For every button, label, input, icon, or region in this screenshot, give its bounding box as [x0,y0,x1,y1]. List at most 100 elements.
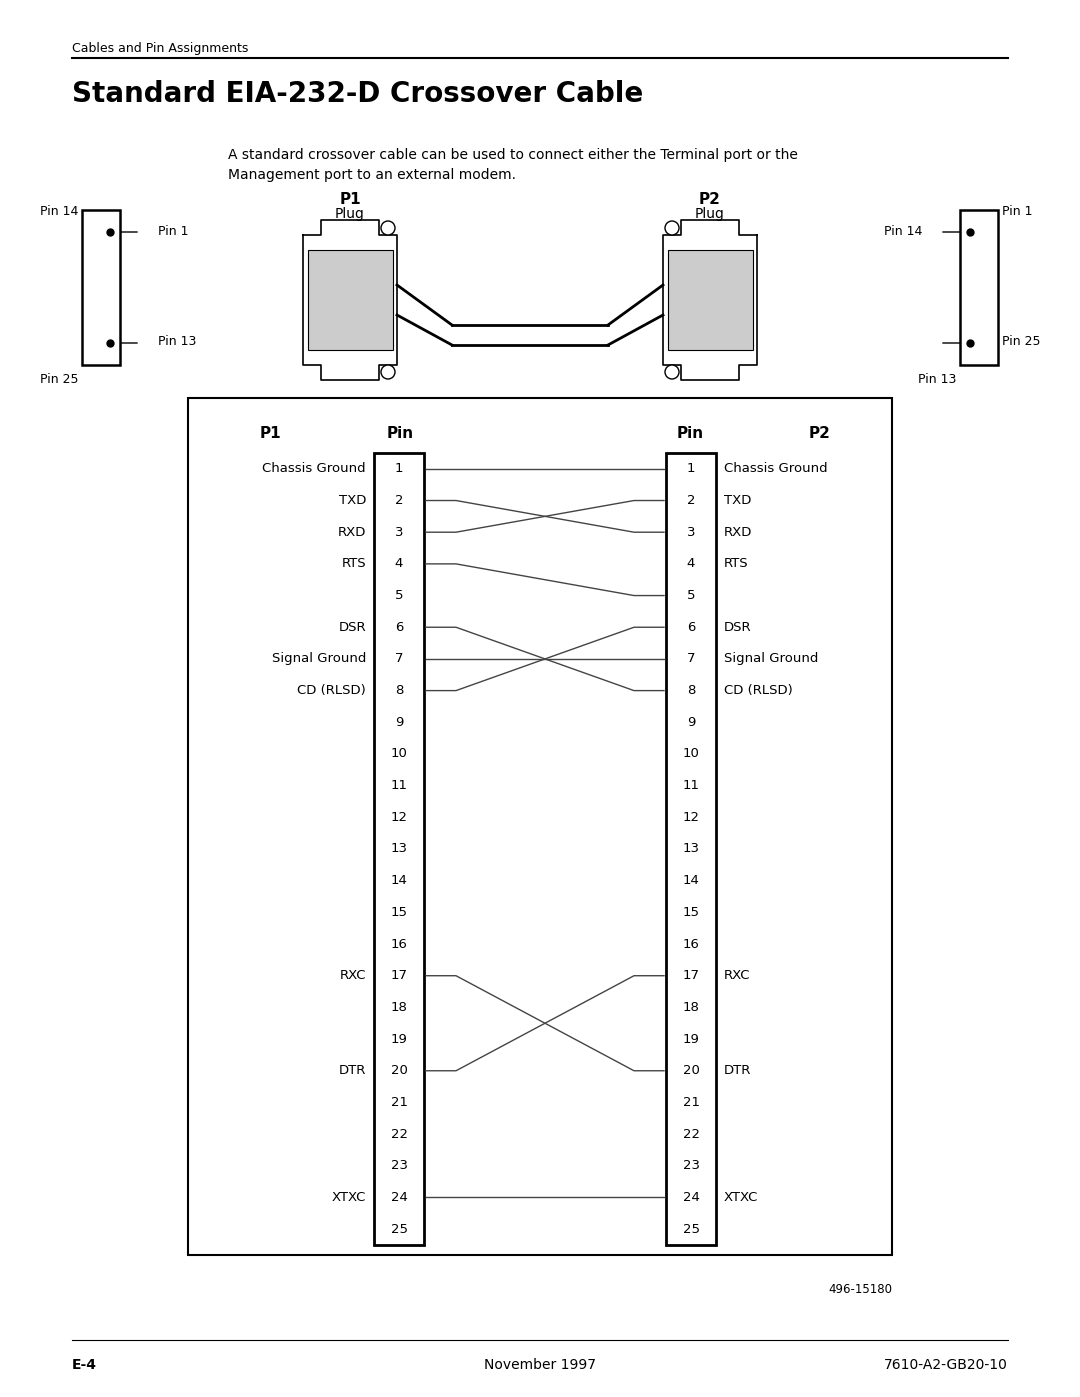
Circle shape [665,365,679,379]
Text: 8: 8 [395,685,403,697]
Text: TXD: TXD [724,495,752,507]
Text: 21: 21 [391,1095,407,1109]
Text: 11: 11 [683,780,700,792]
Text: 12: 12 [683,810,700,824]
Text: Pin 1: Pin 1 [1002,205,1032,218]
Text: 25: 25 [683,1222,700,1236]
Text: Pin 25: Pin 25 [1002,335,1040,348]
Text: 16: 16 [391,937,407,950]
Text: 19: 19 [391,1032,407,1045]
Text: P2: P2 [699,191,721,207]
Text: RXC: RXC [724,970,751,982]
Text: 21: 21 [683,1095,700,1109]
Bar [666,453,716,1245]
Text: Pin: Pin [676,426,703,441]
Text: 3: 3 [395,525,403,539]
Text: 17: 17 [391,970,407,982]
Text: Pin: Pin [387,426,414,441]
Text: 24: 24 [683,1192,700,1204]
Text: 4: 4 [395,557,403,570]
Text: 4: 4 [687,557,696,570]
Text: XTXC: XTXC [724,1192,758,1204]
Text: 11: 11 [391,780,407,792]
Text: CD (RLSD): CD (RLSD) [297,685,366,697]
Text: 13: 13 [683,842,700,855]
Text: RTS: RTS [724,557,748,570]
Circle shape [381,365,395,379]
Text: 3: 3 [687,525,696,539]
Text: Pin 13: Pin 13 [918,373,956,386]
Text: 2: 2 [687,495,696,507]
Bar [960,210,998,365]
Text: 496-15180: 496-15180 [828,1282,892,1296]
Text: RXD: RXD [724,525,753,539]
Text: 5: 5 [395,590,403,602]
Text: 6: 6 [395,620,403,634]
Text: Cables and Pin Assignments: Cables and Pin Assignments [72,42,248,54]
Text: 8: 8 [687,685,696,697]
Text: P1: P1 [259,426,281,441]
Text: E-4: E-4 [72,1358,97,1372]
Text: Pin 14: Pin 14 [40,205,78,218]
Text: 14: 14 [391,875,407,887]
Text: RTS: RTS [341,557,366,570]
Circle shape [381,221,395,235]
Text: Standard EIA-232-D Crossover Cable: Standard EIA-232-D Crossover Cable [72,80,644,108]
Text: DTR: DTR [339,1065,366,1077]
Text: 18: 18 [683,1000,700,1014]
Text: CD (RLSD): CD (RLSD) [724,685,793,697]
Bar [669,250,753,351]
Text: DSR: DSR [338,620,366,634]
Bar [82,210,120,365]
Text: 15: 15 [683,905,700,919]
Text: 20: 20 [391,1065,407,1077]
Text: 25: 25 [391,1222,407,1236]
Text: 5: 5 [687,590,696,602]
Text: RXD: RXD [338,525,366,539]
Text: 18: 18 [391,1000,407,1014]
Text: Pin 1: Pin 1 [158,225,189,237]
Text: 19: 19 [683,1032,700,1045]
Text: RXC: RXC [339,970,366,982]
Text: 10: 10 [683,747,700,760]
Text: 15: 15 [391,905,407,919]
Text: November 1997: November 1997 [484,1358,596,1372]
Text: Plug: Plug [696,207,725,221]
Text: Pin 25: Pin 25 [40,373,78,386]
Text: Chassis Ground: Chassis Ground [262,462,366,475]
Text: Signal Ground: Signal Ground [272,652,366,665]
Text: 10: 10 [391,747,407,760]
Text: 7: 7 [687,652,696,665]
Text: TXD: TXD [339,495,366,507]
Text: 23: 23 [683,1160,700,1172]
Text: 1: 1 [687,462,696,475]
Text: P2: P2 [809,426,831,441]
Text: Management port to an external modem.: Management port to an external modem. [228,168,516,182]
Bar [188,398,892,1255]
Text: 23: 23 [391,1160,407,1172]
Text: DSR: DSR [724,620,752,634]
Text: 6: 6 [687,620,696,634]
Text: 9: 9 [687,715,696,729]
Text: 17: 17 [683,970,700,982]
Text: XTXC: XTXC [332,1192,366,1204]
Text: 12: 12 [391,810,407,824]
Text: 14: 14 [683,875,700,887]
Text: A standard crossover cable can be used to connect either the Terminal port or th: A standard crossover cable can be used t… [228,148,798,162]
Text: DTR: DTR [724,1065,752,1077]
Text: Pin 13: Pin 13 [158,335,197,348]
Text: 7: 7 [395,652,403,665]
Text: 22: 22 [391,1127,407,1140]
Text: 22: 22 [683,1127,700,1140]
Text: 7610-A2-GB20-10: 7610-A2-GB20-10 [885,1358,1008,1372]
Text: 9: 9 [395,715,403,729]
Circle shape [665,221,679,235]
Text: P1: P1 [339,191,361,207]
Text: Chassis Ground: Chassis Ground [724,462,827,475]
Text: 1: 1 [395,462,403,475]
Text: Pin 14: Pin 14 [883,225,922,237]
Text: 20: 20 [683,1065,700,1077]
Text: 2: 2 [395,495,403,507]
Text: 16: 16 [683,937,700,950]
Text: Plug: Plug [335,207,365,221]
